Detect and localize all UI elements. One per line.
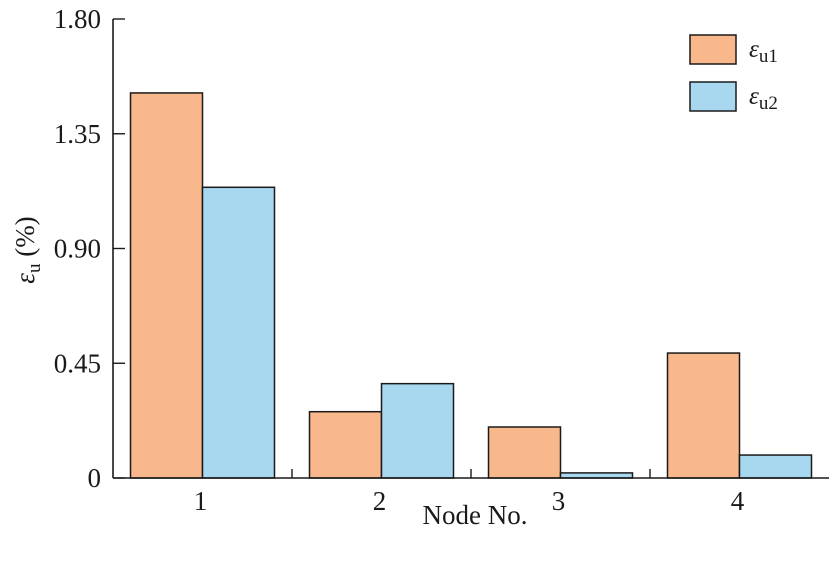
bar-u1-node-2 xyxy=(308,410,383,479)
x-tick-label: 4 xyxy=(731,486,745,516)
legend-label-u2: εu2 xyxy=(749,83,778,114)
bar-u1-node-3 xyxy=(487,426,562,479)
x-axis-ticks: 1 2 3 4 xyxy=(194,469,745,516)
x-axis-title: Node No. xyxy=(423,500,528,530)
y-axis-ticks: 0 0.45 0.90 1.35 1.80 xyxy=(54,4,125,493)
legend-swatch-u2 xyxy=(689,81,737,112)
y-tick-label: 0 xyxy=(88,463,102,493)
bar-u2-node-4 xyxy=(738,454,813,479)
x-tick-label: 1 xyxy=(194,486,208,516)
legend: εu1 εu2 xyxy=(689,34,778,114)
y-tick-label: 1.80 xyxy=(54,4,101,34)
legend-swatch-u1 xyxy=(689,34,737,65)
y-tick-label: 0.45 xyxy=(54,348,101,378)
bar-u2-node-2 xyxy=(380,382,455,479)
bar-u2-node-1 xyxy=(201,186,276,479)
y-axis-title: εu (%) xyxy=(10,216,45,283)
y-tick-label: 0.90 xyxy=(54,234,101,264)
x-tick-label: 3 xyxy=(552,486,566,516)
bar-u1-node-1 xyxy=(129,92,204,479)
y-axis-title-symbol: ε xyxy=(10,273,40,284)
bars-layer xyxy=(129,92,813,479)
y-axis-title-subscript: u xyxy=(24,263,45,273)
legend-label-u1: εu1 xyxy=(749,36,778,67)
bar-u1-node-4 xyxy=(666,352,741,479)
y-axis-title-unit: (%) xyxy=(10,216,40,263)
x-tick-label: 2 xyxy=(373,486,387,516)
y-tick-label: 1.35 xyxy=(54,119,101,149)
